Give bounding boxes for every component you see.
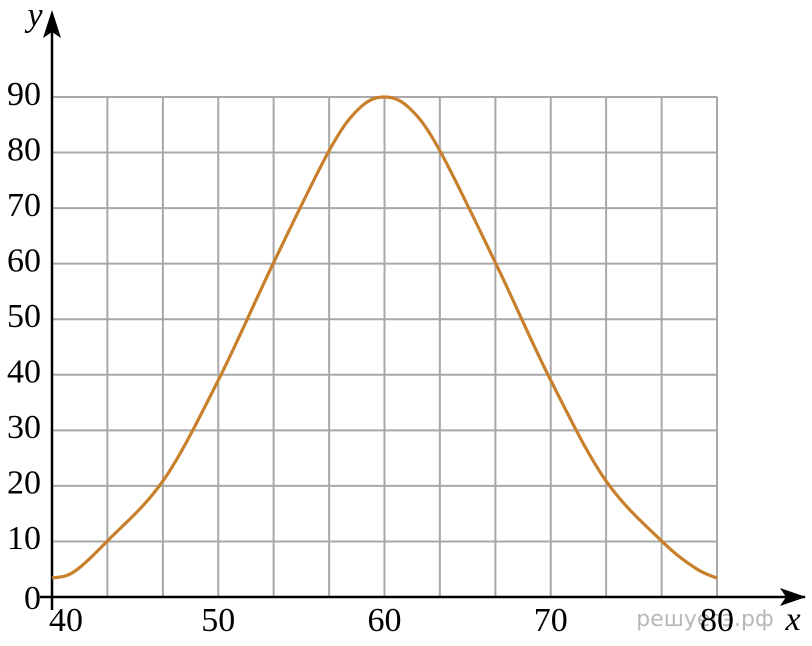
x-tick-label: 50 [201,602,235,639]
y-tick-label: 80 [7,131,41,168]
x-tick-label: 60 [368,602,402,639]
y-tick-label: 0 [24,580,41,617]
y-tick-label: 60 [7,242,41,279]
y-axis-label: y [24,0,43,34]
x-axis-arrow [780,588,806,606]
x-tick-label: 70 [534,602,568,639]
y-tick-label: 90 [7,76,41,113]
y-tick-label: 30 [7,409,41,446]
curve [51,95,718,580]
watermark: решуегэ.рф [636,607,774,632]
x-tick-label: 40 [49,602,83,639]
y-tick-label: 20 [7,465,41,502]
x-axis-label: x [784,601,800,638]
y-axis-arrow [43,10,61,38]
y-tick-label: 50 [7,298,41,335]
y-tick-label: 10 [7,520,41,557]
x-tick-label: 80 [700,602,734,639]
y-tick-label: 40 [7,354,41,391]
y-tick-label: 70 [7,187,41,224]
